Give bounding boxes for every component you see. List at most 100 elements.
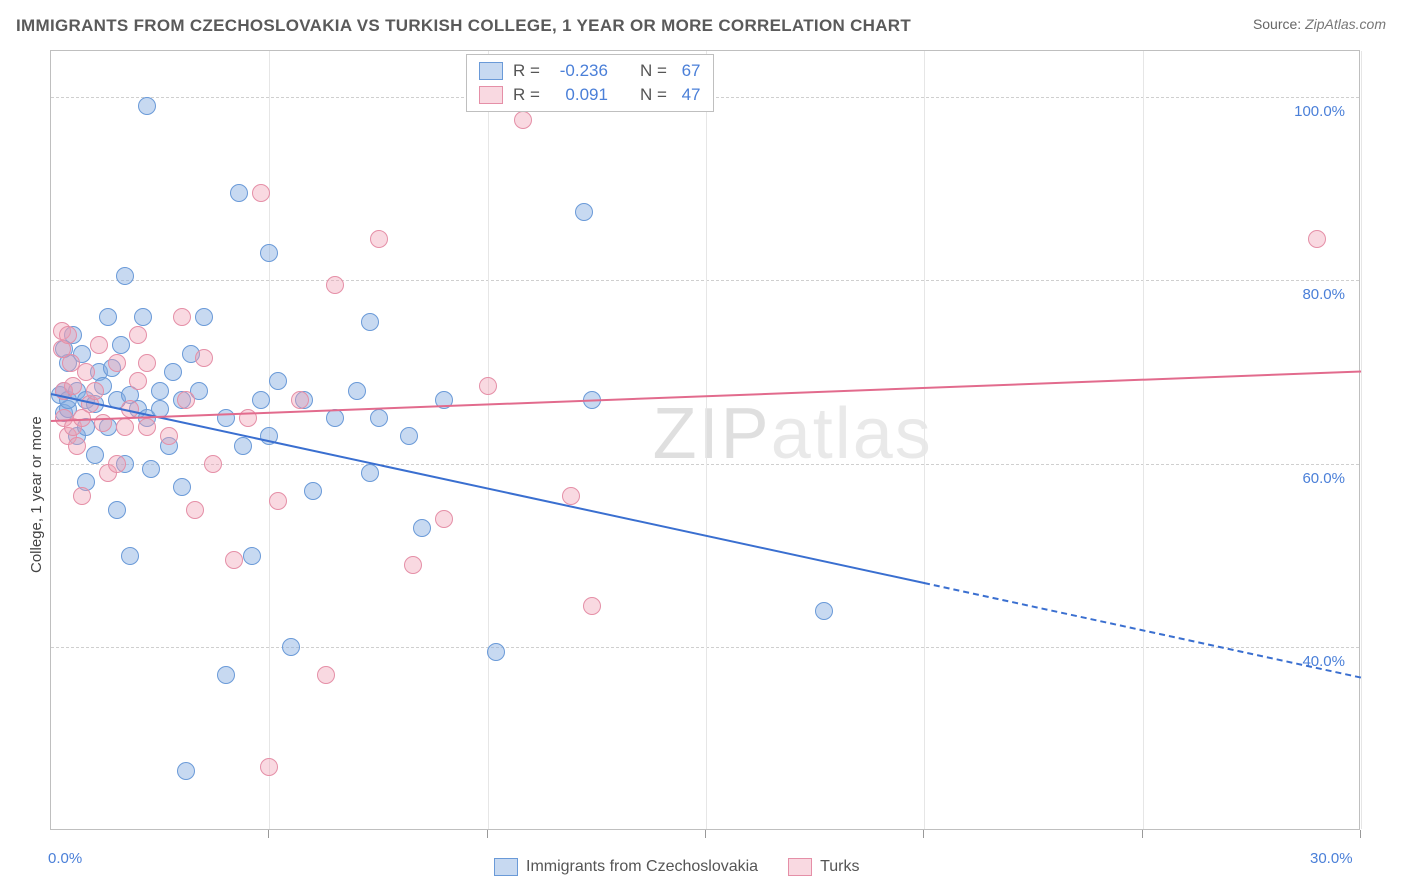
source-value: ZipAtlas.com — [1305, 16, 1386, 32]
scatter-point-turks — [177, 391, 195, 409]
r-label: R = — [513, 61, 540, 81]
scatter-point-turks — [260, 758, 278, 776]
n-value-czech: 67 — [677, 61, 701, 81]
gridline-horizontal — [51, 280, 1359, 281]
scatter-point-czech — [164, 363, 182, 381]
scatter-point-czech — [173, 478, 191, 496]
legend-item-turks: Turks — [788, 858, 859, 876]
scatter-point-czech — [304, 482, 322, 500]
scatter-point-turks — [108, 354, 126, 372]
scatter-point-czech — [361, 313, 379, 331]
legend-row-czech: R = -0.236 N = 67 — [479, 59, 701, 83]
gridline-vertical — [1361, 51, 1362, 829]
scatter-point-czech — [99, 308, 117, 326]
scatter-point-czech — [112, 336, 130, 354]
gridline-horizontal — [51, 464, 1359, 465]
y-tick-label: 80.0% — [1302, 286, 1345, 303]
scatter-point-turks — [317, 666, 335, 684]
scatter-point-turks — [160, 427, 178, 445]
scatter-point-czech — [260, 244, 278, 262]
scatter-point-czech — [575, 203, 593, 221]
scatter-point-czech — [108, 501, 126, 519]
scatter-point-turks — [68, 437, 86, 455]
scatter-point-turks — [186, 501, 204, 519]
scatter-point-czech — [282, 638, 300, 656]
n-value-turks: 47 — [677, 85, 701, 105]
legend-swatch-turks — [479, 86, 503, 104]
scatter-point-turks — [252, 184, 270, 202]
gridline-vertical — [706, 51, 707, 829]
y-axis-label: College, 1 year or more — [28, 416, 45, 573]
scatter-point-turks — [291, 391, 309, 409]
scatter-point-turks — [90, 336, 108, 354]
scatter-point-turks — [195, 349, 213, 367]
scatter-point-turks — [370, 230, 388, 248]
y-tick-label: 60.0% — [1302, 470, 1345, 487]
scatter-point-czech — [361, 464, 379, 482]
x-tick-mark — [487, 830, 488, 838]
gridline-vertical — [924, 51, 925, 829]
scatter-point-turks — [326, 276, 344, 294]
x-tick-mark — [705, 830, 706, 838]
scatter-point-turks — [562, 487, 580, 505]
x-tick-label: 0.0% — [48, 850, 82, 867]
scatter-point-turks — [129, 326, 147, 344]
gridline-vertical — [488, 51, 489, 829]
scatter-point-turks — [204, 455, 222, 473]
scatter-point-czech — [217, 666, 235, 684]
gridline-vertical — [1143, 51, 1144, 829]
scatter-point-czech — [121, 547, 139, 565]
legend-item-czech: Immigrants from Czechoslovakia — [494, 858, 758, 876]
gridline-horizontal — [51, 647, 1359, 648]
r-label: R = — [513, 85, 540, 105]
watermark-part2: atlas — [771, 394, 933, 474]
scatter-point-turks — [404, 556, 422, 574]
r-value-czech: -0.236 — [550, 61, 608, 81]
scatter-point-turks — [116, 418, 134, 436]
scatter-point-turks — [108, 455, 126, 473]
scatter-point-czech — [116, 267, 134, 285]
plot-area: ZIPatlas 40.0%60.0%80.0%100.0% — [50, 50, 1360, 830]
scatter-point-turks — [64, 377, 82, 395]
scatter-point-czech — [217, 409, 235, 427]
scatter-point-czech — [138, 97, 156, 115]
chart-title: IMMIGRANTS FROM CZECHOSLOVAKIA VS TURKIS… — [16, 16, 911, 36]
scatter-point-czech — [413, 519, 431, 537]
scatter-point-czech — [195, 308, 213, 326]
scatter-point-turks — [173, 308, 191, 326]
scatter-point-turks — [59, 326, 77, 344]
x-tick-mark — [923, 830, 924, 838]
scatter-point-turks — [435, 510, 453, 528]
source-attribution: Source: ZipAtlas.com — [1253, 16, 1386, 32]
scatter-point-turks — [138, 418, 156, 436]
scatter-point-czech — [86, 446, 104, 464]
scatter-point-turks — [86, 382, 104, 400]
scatter-point-czech — [151, 382, 169, 400]
y-tick-label: 100.0% — [1294, 103, 1345, 120]
n-label: N = — [640, 61, 667, 81]
legend-row-turks: R = 0.091 N = 47 — [479, 83, 701, 107]
x-tick-mark — [268, 830, 269, 838]
legend-swatch-turks — [788, 858, 812, 876]
n-label: N = — [640, 85, 667, 105]
x-tick-label: 30.0% — [1310, 850, 1353, 867]
r-value-turks: 0.091 — [550, 85, 608, 105]
scatter-point-turks — [479, 377, 497, 395]
scatter-point-czech — [326, 409, 344, 427]
scatter-point-czech — [370, 409, 388, 427]
x-tick-mark — [1360, 830, 1361, 838]
scatter-point-czech — [243, 547, 261, 565]
chart-container: IMMIGRANTS FROM CZECHOSLOVAKIA VS TURKIS… — [0, 0, 1406, 892]
correlation-legend: R = -0.236 N = 67 R = 0.091 N = 47 — [466, 54, 714, 112]
scatter-point-czech — [134, 308, 152, 326]
scatter-point-turks — [514, 111, 532, 129]
scatter-point-turks — [94, 414, 112, 432]
legend-label-czech: Immigrants from Czechoslovakia — [526, 858, 758, 876]
scatter-point-czech — [400, 427, 418, 445]
scatter-point-czech — [252, 391, 270, 409]
legend-swatch-czech — [479, 62, 503, 80]
x-tick-mark — [1142, 830, 1143, 838]
scatter-point-czech — [230, 184, 248, 202]
scatter-point-czech — [234, 437, 252, 455]
scatter-point-turks — [269, 492, 287, 510]
